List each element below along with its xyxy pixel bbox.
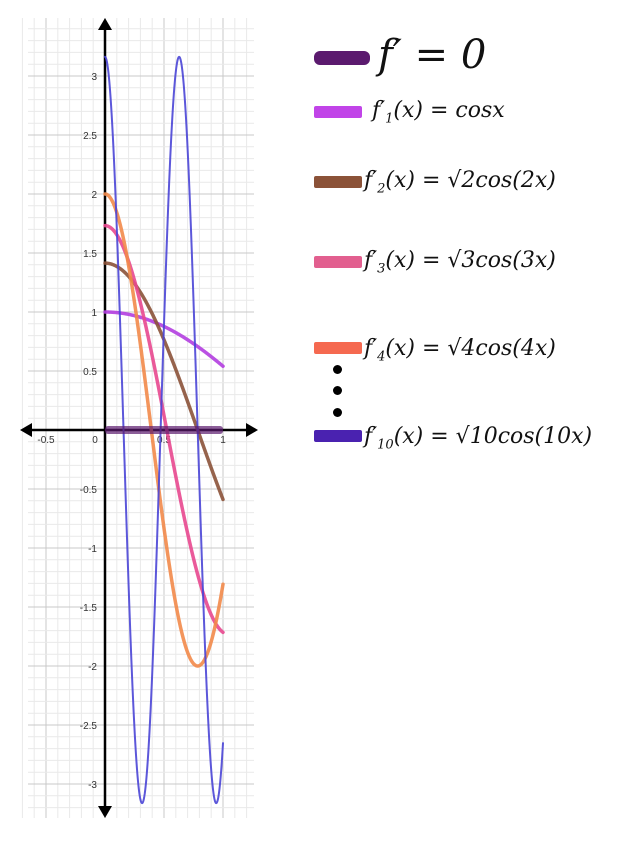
grid: [21, 18, 254, 818]
series-line-f4: [103, 192, 225, 668]
y-tick-label: 2: [91, 190, 97, 201]
x-tick-label: 1: [220, 435, 226, 446]
y-tick-label: -2.5: [80, 721, 98, 732]
x-tick-label: 0.5: [157, 435, 171, 446]
y-tick-label: -3: [88, 780, 97, 791]
y-tick-label: 0.5: [83, 367, 97, 378]
zero-marker: [105, 426, 223, 434]
y-tick-label: 1.5: [83, 249, 97, 260]
y-tick-label: -1.5: [80, 603, 98, 614]
x-tick-label: -0.5: [37, 435, 55, 446]
x-axis-arrow-right: [246, 423, 258, 437]
y-tick-label: 3: [91, 72, 97, 83]
zero-marker-band: [105, 426, 223, 434]
series-line-f10: [104, 55, 224, 805]
y-tick-label: 2.5: [83, 131, 97, 142]
series-curves: [103, 55, 225, 805]
y-axis-arrow-up: [98, 18, 112, 30]
x-tick-label: 0: [92, 435, 98, 446]
tick-labels: -0.5 0 0.5 1 3 2.5 2 1.5 1 0.5 -0.5 -1 -1.5 -2 -2.5 -3: [37, 72, 226, 791]
y-tick-label: -1: [88, 544, 97, 555]
y-tick-label: -2: [88, 662, 97, 673]
y-tick-label: 1: [91, 308, 97, 319]
y-axis-arrow-down: [98, 806, 112, 818]
x-axis-arrow-left: [20, 423, 32, 437]
y-tick-label: -0.5: [80, 485, 98, 496]
